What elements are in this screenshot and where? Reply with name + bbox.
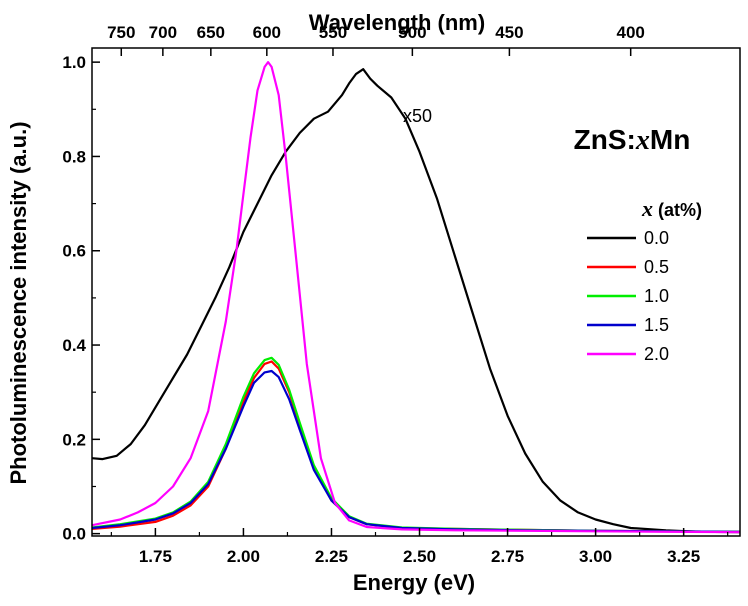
top-tick-label: 450 — [495, 23, 523, 42]
legend-label-2.0: 2.0 — [644, 344, 669, 364]
top-tick-label: 600 — [253, 23, 281, 42]
y-tick-label: 0.2 — [62, 430, 86, 449]
sample-label-var: x — [635, 125, 650, 156]
series-line-1.5 — [92, 369, 740, 533]
top-tick-label: 650 — [197, 23, 225, 42]
x-tick-label: 3.00 — [579, 547, 612, 566]
series-line-0.5 — [92, 360, 740, 533]
legend-title-var: x — [641, 196, 653, 221]
legend-label-0.5: 0.5 — [644, 257, 669, 277]
top-tick-label: 500 — [398, 23, 426, 42]
top-axis-title: Wavelength (nm) — [309, 10, 485, 35]
x-tick-label: 2.50 — [403, 547, 436, 566]
legend-label-1.0: 1.0 — [644, 286, 669, 306]
top-tick-label: 750 — [107, 23, 135, 42]
y-tick-label: 0.0 — [62, 525, 86, 544]
y-tick-label: 0.6 — [62, 242, 86, 261]
top-tick-label: 550 — [319, 23, 347, 42]
top-tick-label: 400 — [616, 23, 644, 42]
top-tick-label: 700 — [149, 23, 177, 42]
x-tick-label: 2.00 — [227, 547, 260, 566]
series-line-0.0 — [92, 68, 740, 534]
series-group — [92, 60, 740, 534]
legend-title-suffix: (at%) — [653, 200, 702, 220]
legend-label-0.0: 0.0 — [644, 228, 669, 248]
x-tick-label: 3.25 — [667, 547, 700, 566]
legend-title: x (at%) — [641, 196, 702, 221]
y-axis-title: Photoluminescence intensity (a.u.) — [6, 121, 31, 484]
y-tick-label: 0.4 — [62, 336, 86, 355]
sample-label-prefix: ZnS: — [574, 124, 636, 155]
x-tick-label: 2.25 — [315, 547, 348, 566]
x-tick-label: 1.75 — [139, 547, 172, 566]
x-axis-title: Energy (eV) — [353, 570, 475, 595]
scale-annotation: x50 — [403, 106, 432, 126]
legend-label-1.5: 1.5 — [644, 315, 669, 335]
axes: 1.75 2.00 2.25 2.50 2.75 3.00 3.25 0.0 0.2 0.4 0.6… — [62, 23, 741, 566]
x-tick-label: 2.75 — [491, 547, 524, 566]
y-tick-label: 1.0 — [62, 53, 86, 72]
legend: x (at%) 0.0 0.5 1.0 1.5 2.0 — [587, 196, 702, 364]
plot-frame — [91, 47, 741, 537]
plot-area — [92, 60, 740, 534]
sample-label: ZnS:xMn — [574, 124, 691, 156]
sample-label-suffix: Mn — [650, 124, 690, 155]
y-tick-label: 0.8 — [62, 147, 86, 166]
